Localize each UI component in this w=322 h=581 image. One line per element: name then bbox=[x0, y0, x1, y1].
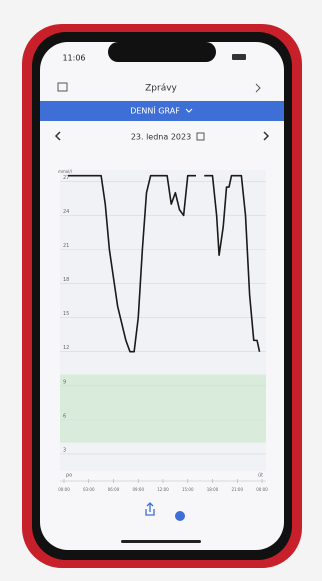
x-tick-label: 15:00 bbox=[182, 487, 194, 492]
day-label: út bbox=[258, 472, 263, 479]
y-axis-label: mmol/l bbox=[58, 169, 72, 174]
y-tick-label: 15 bbox=[63, 311, 69, 317]
y-tick-label: 24 bbox=[63, 209, 69, 215]
home-indicator bbox=[121, 540, 201, 543]
x-tick-label: 21:00 bbox=[231, 487, 243, 492]
date-label: 23. ledna 2023 bbox=[131, 133, 191, 142]
info-icon[interactable] bbox=[175, 511, 185, 521]
x-tick-label: 06:00 bbox=[108, 487, 120, 492]
target-range bbox=[60, 374, 266, 442]
y-tick-label: 21 bbox=[63, 243, 69, 249]
status-time: 11:06 bbox=[62, 54, 85, 63]
phone-photo: 11:06 Zprávy DENNÍ GRAF 23. ledna 2023 m… bbox=[0, 0, 322, 581]
tab-label[interactable]: DENNÍ GRAF bbox=[130, 105, 180, 116]
x-tick-label: 00:00 bbox=[58, 487, 70, 492]
y-tick-label: 12 bbox=[63, 345, 69, 351]
y-tick-label: 18 bbox=[63, 277, 69, 283]
y-tick-label: 3 bbox=[63, 447, 66, 453]
x-tick-label: 00:00 bbox=[256, 487, 268, 492]
day-label: po bbox=[66, 473, 72, 479]
x-tick-label: 03:00 bbox=[83, 487, 95, 492]
y-tick-label: 9 bbox=[63, 379, 66, 385]
status-icons bbox=[232, 54, 246, 60]
x-tick-label: 12:00 bbox=[157, 487, 169, 492]
x-tick-label: 09:00 bbox=[132, 487, 144, 492]
header-title: Zprávy bbox=[145, 84, 177, 94]
x-tick-label: 18:00 bbox=[207, 487, 219, 492]
page: {"status_bar": {"time": "11:06"}, "heade… bbox=[0, 0, 322, 581]
y-tick-label: 6 bbox=[63, 413, 66, 419]
notch bbox=[108, 42, 216, 62]
